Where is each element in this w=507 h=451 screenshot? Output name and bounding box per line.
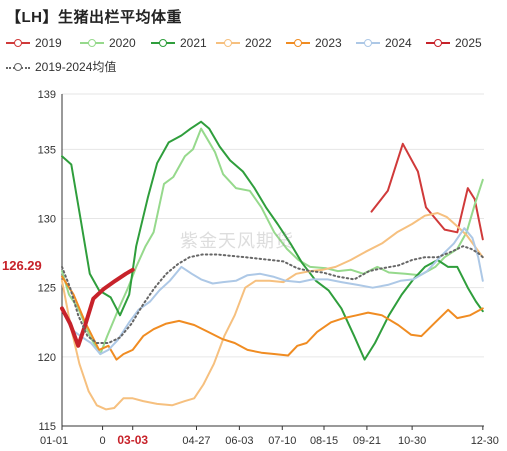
legend-label: 2023	[315, 36, 342, 50]
x-tick-label-7: 09-21	[353, 435, 381, 447]
x-tick-label-8: 10-30	[398, 435, 426, 447]
legend-swatch-icon	[6, 62, 30, 72]
legend-item-3: 2022	[216, 36, 272, 50]
y-tick-label-115: 115	[38, 421, 56, 433]
current-value-label: 126.29	[2, 258, 42, 273]
legend-swatch-icon	[216, 38, 240, 48]
legend-item-6: 2025	[426, 36, 482, 50]
x-tick-label-3: 04-27	[182, 435, 210, 447]
legend-item-7: 2019-2024均值	[6, 58, 116, 75]
legend-label: 2022	[245, 36, 272, 50]
legend-label: 2020	[109, 36, 136, 50]
x-tick-label-9: 12-30	[471, 435, 499, 447]
x-tick-label-1: 0	[100, 435, 106, 447]
x-tick-label-0: 01-01	[40, 435, 68, 447]
legend-swatch-icon	[286, 38, 310, 48]
legend-item-0: 2019	[6, 36, 62, 50]
series-line-6	[60, 267, 135, 348]
series-line-0	[370, 142, 484, 241]
legend-swatch-icon	[6, 38, 30, 48]
legend-item-2: 2021	[151, 36, 207, 50]
legend-label: 2021	[180, 36, 207, 50]
x-tick-label-4: 06-03	[225, 435, 253, 447]
chart-title: 【LH】生猪出栏平均体重	[6, 9, 182, 26]
y-tick-label-120: 120	[38, 352, 56, 364]
legend-swatch-icon	[356, 38, 380, 48]
series-line-4	[61, 275, 484, 361]
y-tick-label-139: 139	[38, 89, 56, 101]
x-tick-label-5: 07-10	[268, 435, 296, 447]
legend-label: 2019	[35, 36, 62, 50]
legend-swatch-icon	[151, 38, 175, 48]
y-tick-label-130: 130	[38, 214, 56, 226]
legend-item-1: 2020	[80, 36, 136, 50]
series-line-3	[61, 212, 484, 411]
legend-item-5: 2024	[356, 36, 412, 50]
y-tick-label-125: 125	[38, 283, 56, 295]
series-line-1	[61, 127, 484, 356]
legend-swatch-icon	[80, 38, 104, 48]
series-line-2	[61, 120, 484, 361]
y-tick-label-135: 135	[38, 144, 56, 156]
legend-swatch-icon	[426, 38, 450, 48]
watermark: 紫金天风期货	[180, 231, 294, 251]
legend-label: 2019-2024均值	[35, 60, 117, 74]
legend-item-4: 2023	[286, 36, 342, 50]
x-tick-label-2: 03-03	[117, 433, 148, 447]
legend-label: 2025	[455, 36, 482, 50]
legend-label: 2024	[385, 36, 412, 50]
series-line-7	[61, 245, 484, 344]
x-tick-label-6: 08-15	[310, 435, 338, 447]
